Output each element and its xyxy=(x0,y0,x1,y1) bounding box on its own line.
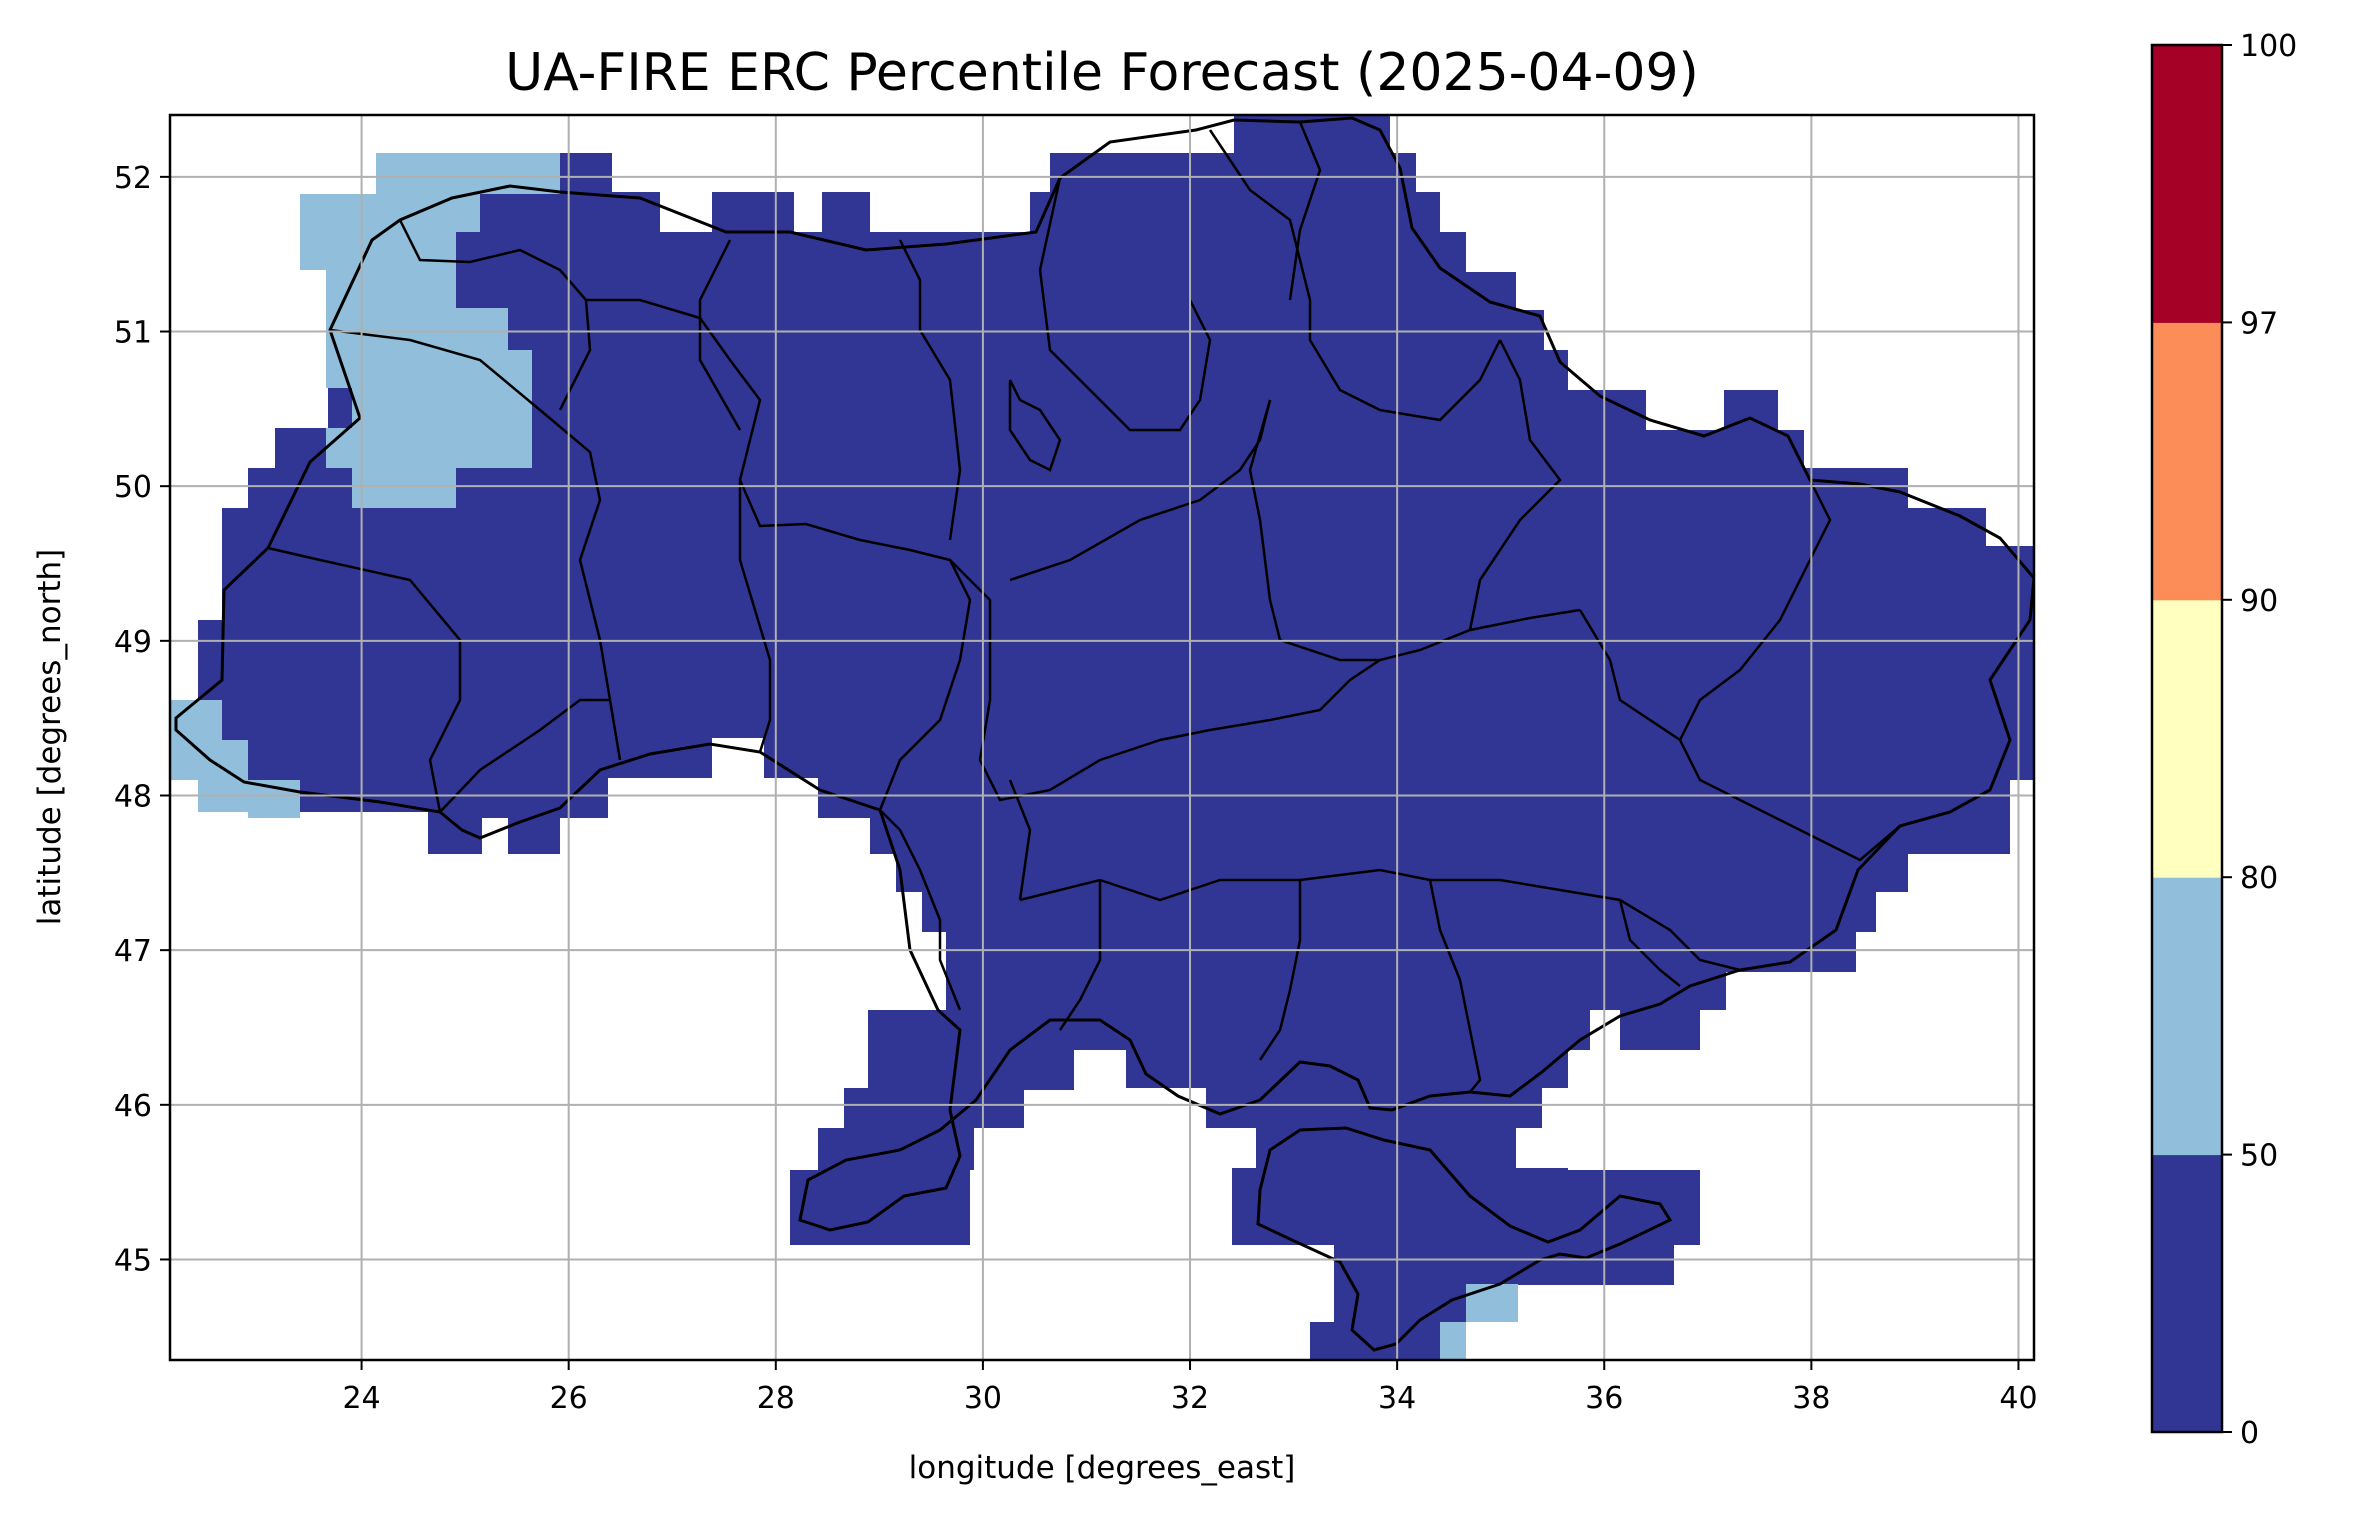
x-tick-label: 36 xyxy=(1585,1381,1623,1416)
chart-title: UA-FIRE ERC Percentile Forecast (2025-04… xyxy=(505,43,1699,103)
y-tick-label: 45 xyxy=(114,1243,152,1278)
colorbar-tick-label: 100 xyxy=(2240,29,2297,64)
x-tick-label: 38 xyxy=(1792,1381,1830,1416)
x-axis-label: longitude [degrees_east] xyxy=(909,1450,1296,1486)
country-border xyxy=(174,116,2034,1232)
colorbar-tick-label: 97 xyxy=(2240,306,2278,341)
y-tick-label: 52 xyxy=(114,161,152,196)
y-tick-label: 48 xyxy=(114,779,152,814)
colorbar-tick-label: 50 xyxy=(2240,1139,2278,1174)
y-tick-label: 46 xyxy=(114,1089,152,1124)
y-tick-label: 51 xyxy=(114,316,152,351)
grid xyxy=(170,115,2034,1360)
x-tick-label: 30 xyxy=(964,1381,1002,1416)
colorbar-tick-label: 0 xyxy=(2240,1416,2259,1451)
forecast-region-50-80-southwest xyxy=(170,700,300,818)
y-axis: 45 46 47 48 49 50 51 52 xyxy=(114,161,170,1278)
y-tick-label: 50 xyxy=(114,470,152,505)
colorbar-tick-label: 90 xyxy=(2240,584,2278,619)
y-tick-label: 47 xyxy=(114,934,152,969)
colorbar-bin xyxy=(2152,322,2222,601)
colorbar-bin xyxy=(2152,877,2222,1156)
y-axis-label: latitude [degrees_north] xyxy=(32,549,68,925)
forecast-region-50-80-crimea xyxy=(1440,1284,1518,1360)
colorbar-bin xyxy=(2152,1154,2222,1433)
colorbar: 0 50 80 90 97 100 xyxy=(2150,29,2297,1451)
colorbar-bin xyxy=(2152,599,2222,878)
x-tick-label: 40 xyxy=(1999,1381,2037,1416)
x-axis: 24 26 28 30 32 34 36 38 40 xyxy=(342,1360,2038,1416)
x-tick-label: 24 xyxy=(342,1381,380,1416)
colorbar-tick-label: 80 xyxy=(2240,861,2278,896)
x-tick-label: 34 xyxy=(1378,1381,1416,1416)
oblast-boundaries xyxy=(267,121,1901,1093)
x-tick-label: 26 xyxy=(550,1381,588,1416)
map-area xyxy=(170,115,2034,1360)
colorbar-frame xyxy=(2150,43,2224,1434)
x-tick-label: 32 xyxy=(1171,1381,1209,1416)
y-tick-label: 49 xyxy=(114,625,152,660)
axes-frame xyxy=(168,113,2036,1362)
crimea-border xyxy=(1256,1126,1673,1352)
x-tick-label: 28 xyxy=(757,1381,795,1416)
colorbar-bin xyxy=(2152,45,2222,323)
forecast-region-50-80-northwest xyxy=(300,153,560,508)
